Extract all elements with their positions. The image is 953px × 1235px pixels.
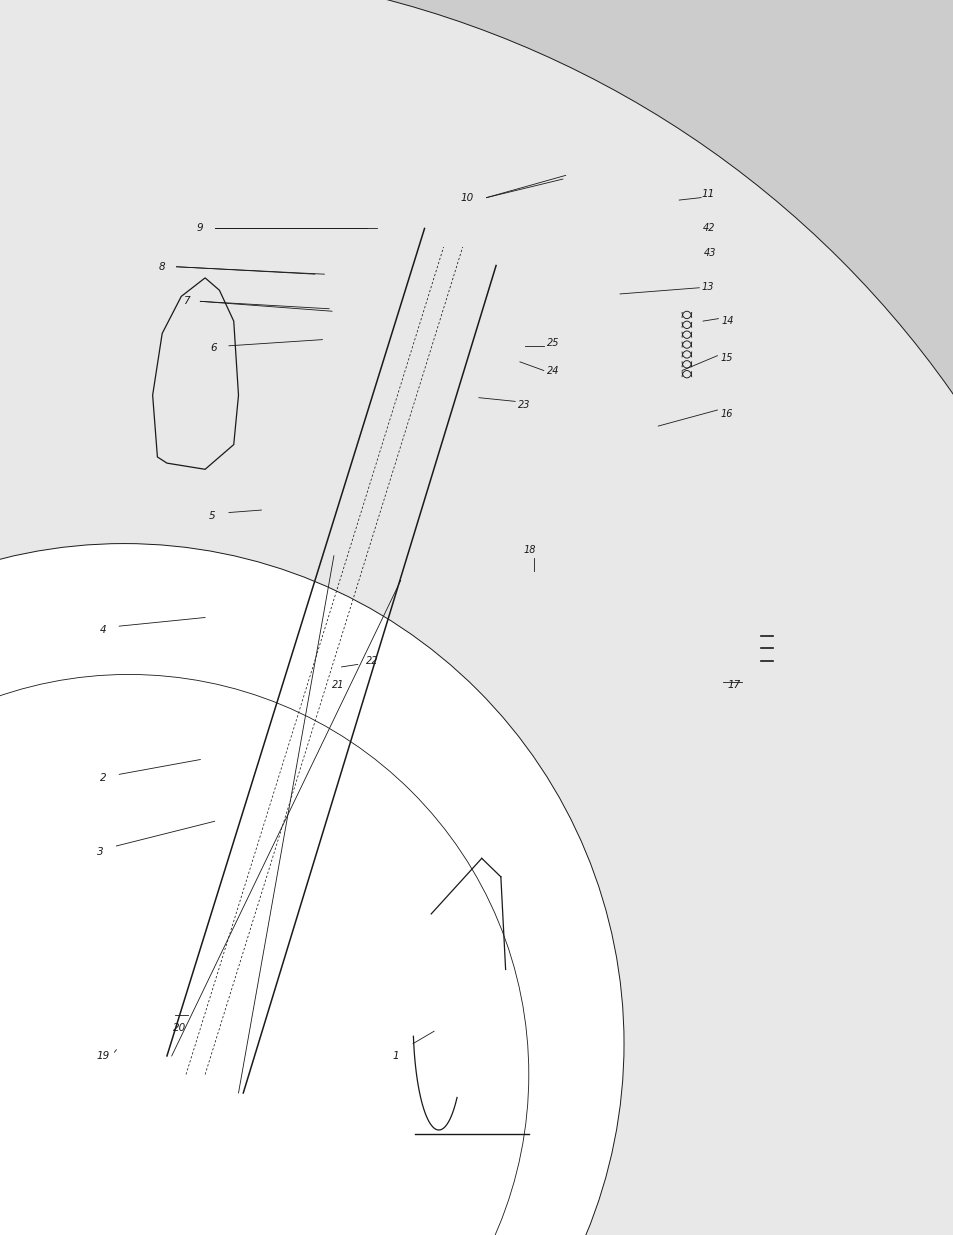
Polygon shape <box>551 136 565 179</box>
Polygon shape <box>576 216 657 247</box>
Text: 18: 18 <box>522 545 536 555</box>
Text: 7: 7 <box>183 296 189 306</box>
Polygon shape <box>262 438 351 521</box>
Text: 9: 9 <box>197 224 203 233</box>
Circle shape <box>230 0 929 532</box>
Circle shape <box>68 0 866 798</box>
Polygon shape <box>122 1068 154 1081</box>
Circle shape <box>208 0 953 694</box>
Circle shape <box>0 0 850 811</box>
Polygon shape <box>105 920 186 1019</box>
Polygon shape <box>739 624 760 667</box>
Circle shape <box>0 543 623 1235</box>
Circle shape <box>306 0 953 479</box>
Text: 23: 23 <box>517 400 531 410</box>
Text: 43: 43 <box>702 248 716 258</box>
Circle shape <box>230 0 929 479</box>
Text: 8: 8 <box>159 262 165 272</box>
Text: 16: 16 <box>720 409 733 419</box>
Text: 14: 14 <box>720 316 734 326</box>
Text: 6: 6 <box>211 343 216 353</box>
Circle shape <box>0 117 668 918</box>
Text: 25: 25 <box>546 338 559 348</box>
Bar <box>595 254 616 269</box>
Polygon shape <box>634 537 724 669</box>
Circle shape <box>0 0 953 927</box>
Bar <box>565 105 675 198</box>
Text: 21: 21 <box>332 680 345 690</box>
Circle shape <box>213 714 712 1213</box>
Bar <box>643 556 705 624</box>
Bar <box>160 1000 172 1013</box>
Text: 15: 15 <box>720 353 733 363</box>
Text: 22: 22 <box>365 656 378 666</box>
Circle shape <box>0 674 528 1235</box>
Polygon shape <box>116 1031 157 1056</box>
Text: 24: 24 <box>546 366 559 375</box>
Polygon shape <box>675 136 689 179</box>
Circle shape <box>306 0 953 532</box>
Bar <box>160 926 172 939</box>
Text: 2: 2 <box>100 773 106 783</box>
Bar <box>522 558 551 580</box>
Text: 13: 13 <box>700 282 714 291</box>
Circle shape <box>0 0 953 1146</box>
Text: 10: 10 <box>460 193 474 203</box>
Text: 42: 42 <box>701 224 715 233</box>
Text: 17: 17 <box>727 680 740 690</box>
Circle shape <box>0 177 842 1177</box>
Polygon shape <box>675 272 700 309</box>
Text: 11: 11 <box>700 189 714 199</box>
Text: 1: 1 <box>393 1051 398 1061</box>
Circle shape <box>46 142 644 742</box>
Text: 5: 5 <box>209 511 214 521</box>
Text: 19: 19 <box>96 1051 110 1061</box>
Text: 3: 3 <box>97 847 103 857</box>
Polygon shape <box>152 278 238 469</box>
Circle shape <box>0 0 953 1194</box>
Polygon shape <box>300 274 467 401</box>
Bar <box>599 225 633 243</box>
Text: 4: 4 <box>100 625 106 635</box>
Text: 20: 20 <box>172 1023 186 1032</box>
Polygon shape <box>619 519 739 679</box>
Bar <box>55 64 896 114</box>
Circle shape <box>185 46 783 646</box>
